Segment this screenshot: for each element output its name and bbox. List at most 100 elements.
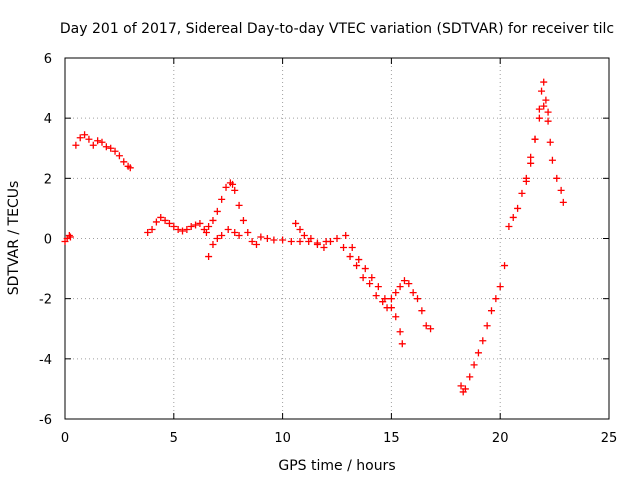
x-tick-label: 20 — [492, 431, 509, 446]
data-point — [244, 228, 252, 236]
data-point — [98, 138, 106, 146]
data-point — [427, 325, 435, 333]
y-tick-label: 6 — [44, 52, 52, 67]
data-point — [553, 174, 561, 182]
data-point — [296, 238, 304, 246]
data-point — [479, 337, 487, 345]
data-point — [557, 186, 565, 194]
data-point — [531, 135, 539, 143]
data-point — [287, 238, 295, 246]
data-point — [235, 231, 243, 239]
data-point — [496, 283, 504, 291]
data-point — [296, 225, 304, 233]
data-point — [559, 198, 567, 206]
data-point — [544, 117, 552, 125]
data-point — [300, 231, 308, 239]
y-tick-label: -2 — [39, 293, 52, 308]
data-point — [333, 235, 341, 242]
data-point — [535, 114, 543, 122]
data-point — [400, 277, 408, 285]
data-point — [218, 195, 226, 203]
y-tick-label: 4 — [44, 112, 52, 127]
y-tick-label: -4 — [39, 353, 52, 368]
data-point — [544, 108, 552, 116]
data-point — [183, 225, 191, 233]
data-point — [527, 159, 535, 167]
data-point — [405, 280, 413, 288]
data-point — [346, 253, 354, 261]
data-point — [422, 322, 430, 330]
data-points — [61, 78, 567, 396]
data-point — [174, 225, 182, 233]
data-point — [466, 373, 474, 381]
data-point — [179, 227, 187, 235]
data-point — [165, 219, 173, 227]
data-point — [187, 222, 195, 230]
data-point — [231, 186, 239, 194]
data-point — [252, 241, 260, 249]
data-point — [85, 135, 93, 143]
data-point — [540, 78, 548, 86]
data-point — [396, 283, 404, 291]
data-point — [326, 238, 334, 246]
data-point — [111, 147, 119, 155]
data-point — [161, 216, 169, 224]
data-point — [522, 177, 530, 185]
data-point — [257, 233, 265, 241]
data-point — [474, 349, 482, 357]
data-point — [353, 262, 361, 270]
data-point — [89, 141, 97, 149]
data-point — [115, 152, 123, 160]
data-point — [229, 180, 237, 188]
data-point — [120, 158, 128, 166]
data-point — [66, 233, 74, 241]
data-point — [527, 153, 535, 161]
axis-ticks — [64, 57, 610, 420]
data-point — [414, 295, 422, 303]
data-point — [107, 144, 115, 152]
data-point — [514, 204, 522, 212]
y-axis-label: SDTVAR / TECUs — [6, 181, 22, 296]
data-point — [320, 244, 328, 252]
data-point — [492, 295, 500, 303]
data-point — [392, 289, 400, 297]
data-point — [192, 221, 200, 229]
data-point — [144, 228, 152, 236]
data-point — [202, 228, 210, 236]
data-point — [461, 385, 469, 393]
data-point — [224, 225, 232, 233]
data-point — [231, 228, 239, 236]
data-point — [505, 222, 513, 230]
data-point — [398, 340, 406, 348]
data-point — [535, 105, 543, 113]
y-tick-label: 2 — [44, 172, 52, 187]
data-point — [518, 189, 526, 197]
data-point — [359, 274, 367, 282]
data-point — [381, 295, 389, 303]
data-point — [372, 292, 380, 300]
data-point — [94, 137, 102, 145]
data-point — [409, 289, 417, 297]
data-point — [209, 216, 217, 224]
data-point — [76, 134, 84, 142]
y-tick-labels: -6 -4 -2 0 2 4 6 — [39, 52, 52, 428]
data-point — [361, 265, 369, 273]
data-point — [355, 256, 363, 264]
data-point — [457, 382, 465, 390]
data-point — [307, 235, 315, 242]
data-point — [270, 236, 278, 244]
x-tick-label: 5 — [170, 431, 178, 446]
data-point — [205, 222, 213, 230]
data-point — [509, 213, 517, 221]
data-point — [396, 328, 404, 336]
data-point — [348, 244, 356, 252]
data-point — [102, 143, 110, 151]
data-point — [368, 274, 376, 282]
data-point — [222, 183, 230, 191]
data-point — [548, 156, 556, 164]
data-point — [483, 322, 491, 330]
data-point — [218, 231, 226, 239]
data-point — [542, 96, 550, 104]
x-tick-label: 15 — [383, 431, 400, 446]
